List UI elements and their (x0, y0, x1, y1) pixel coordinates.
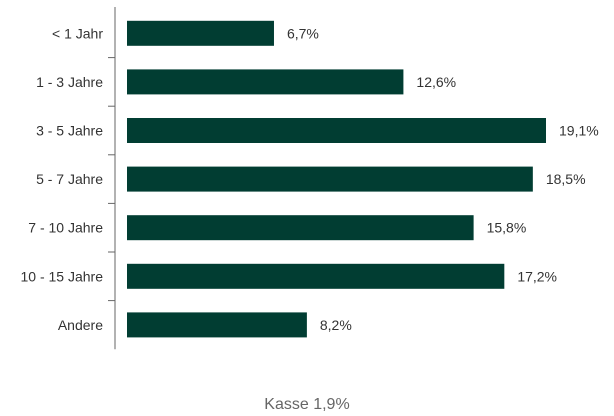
value-label: 15,8% (487, 220, 527, 236)
category-label: 10 - 15 Jahre (21, 268, 104, 284)
category-label: < 1 Jahr (52, 25, 103, 41)
category-label: 3 - 5 Jahre (36, 123, 103, 139)
bar (127, 312, 307, 338)
bar (127, 69, 404, 95)
value-label: 12,6% (416, 74, 456, 90)
value-label: 8,2% (320, 317, 352, 333)
bar (127, 118, 546, 143)
bar (127, 263, 505, 289)
bar (127, 166, 533, 192)
value-label: 19,1% (559, 123, 599, 139)
value-label: 6,7% (287, 25, 319, 41)
value-label: 17,2% (517, 268, 557, 284)
category-label: Andere (58, 317, 103, 333)
bar (127, 20, 274, 46)
footnote-cash: Kasse 1,9% (264, 396, 350, 413)
category-label: 1 - 3 Jahre (36, 74, 103, 90)
category-label: 5 - 7 Jahre (36, 171, 103, 187)
category-label: 7 - 10 Jahre (28, 220, 103, 236)
value-label: 18,5% (546, 171, 586, 187)
bar (127, 215, 474, 241)
